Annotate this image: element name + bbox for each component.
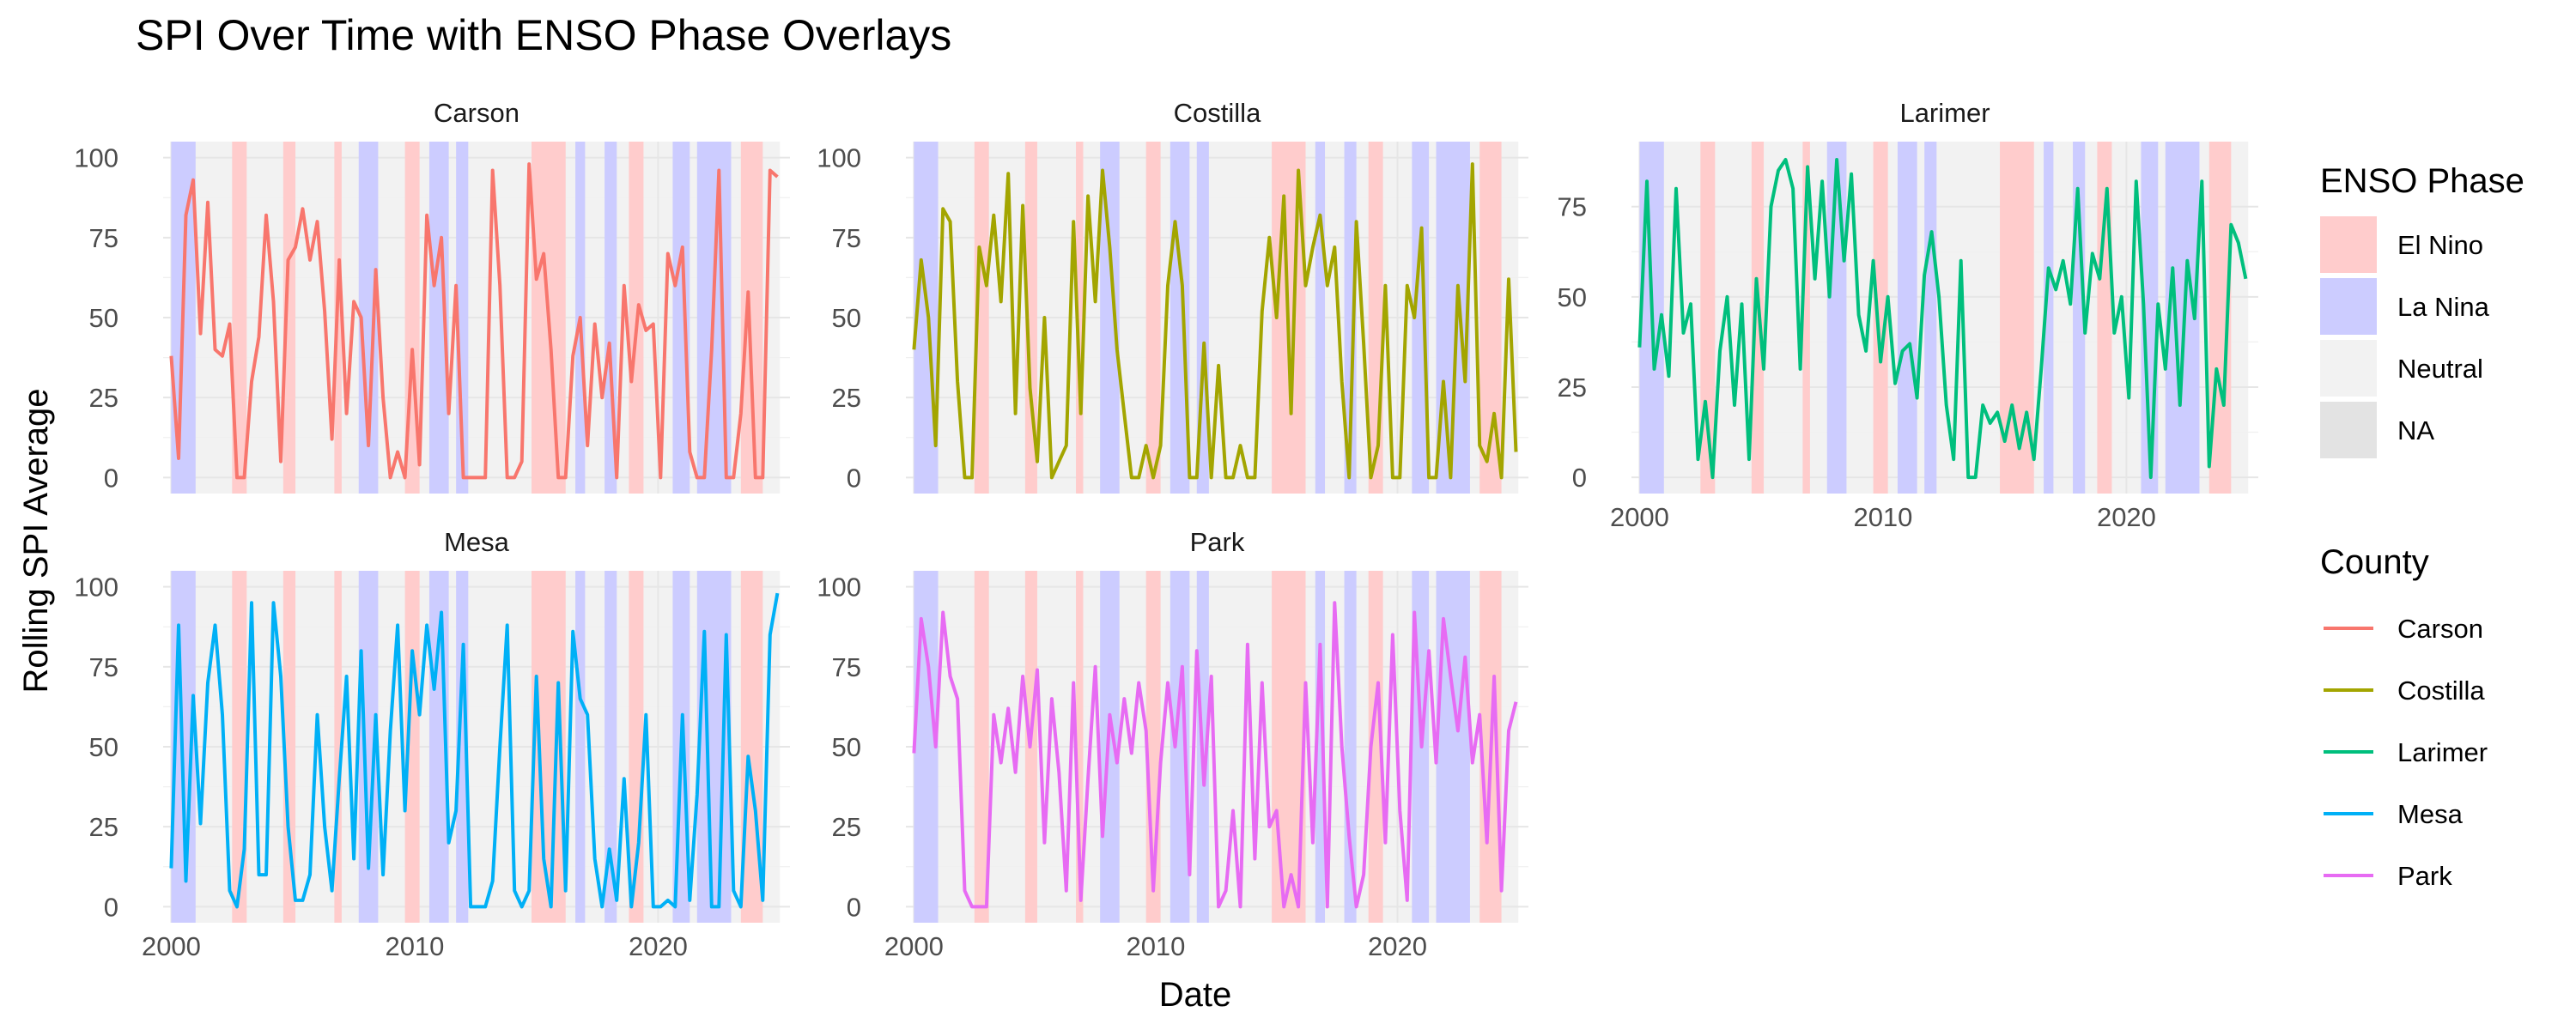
el-nino-band <box>2097 142 2111 494</box>
facet-label: Carson <box>434 98 519 128</box>
y-tick-label: 50 <box>89 303 118 333</box>
la-nina-band <box>1827 142 1847 494</box>
facet-label: Mesa <box>444 527 510 557</box>
la-nina-band <box>1437 571 1470 923</box>
county-legend-label: Costilla <box>2397 676 2485 706</box>
el-nino-band <box>1369 142 1383 494</box>
x-tick-label: 2000 <box>1610 502 1669 532</box>
la-nina-band <box>575 571 585 923</box>
y-tick-label: 100 <box>74 143 118 173</box>
county-legend-label: Larimer <box>2397 737 2488 767</box>
facet-panel-mesa: Mesa 0 25 50 75 100 2000 2010 2020 <box>74 527 790 961</box>
y-tick-label: 50 <box>1558 282 1587 312</box>
y-tick-label: 50 <box>832 303 861 333</box>
x-tick-label: 2020 <box>1368 931 1427 961</box>
facet-panel-park: Park 0 25 50 75 100 2000 2010 2020 <box>817 527 1528 961</box>
y-tick-label: 50 <box>832 732 861 762</box>
y-axis-title: Rolling SPI Average <box>17 388 55 693</box>
enso-legend-key <box>2320 216 2377 273</box>
y-tick-label: 0 <box>104 892 118 922</box>
y-tick-label: 0 <box>847 463 861 493</box>
enso-legend-key <box>2320 402 2377 458</box>
el-nino-band <box>1146 142 1161 494</box>
facet-label: Costilla <box>1174 98 1261 128</box>
facet-panels: Carson 0 25 50 75 100 Costilla 0 25 50 75 100 Larime… <box>74 98 2258 961</box>
la-nina-band <box>1345 571 1357 923</box>
y-tick-label: 25 <box>89 383 118 413</box>
x-tick-label: 2010 <box>1126 931 1185 961</box>
facet-panel-costilla: Costilla 0 25 50 75 100 <box>817 98 1528 494</box>
facet-panel-larimer: Larimer 0 25 50 75 2000 2010 2020 <box>1558 98 2258 532</box>
y-tick-label: 25 <box>89 812 118 842</box>
y-tick-label: 0 <box>104 463 118 493</box>
enso-legend-key <box>2320 278 2377 335</box>
la-nina-band <box>672 142 690 494</box>
y-tick-label: 0 <box>1572 463 1587 493</box>
county-legend-label: Park <box>2397 861 2452 891</box>
y-tick-label: 75 <box>89 652 118 682</box>
x-tick-label: 2020 <box>629 931 688 961</box>
facet-panel-carson: Carson 0 25 50 75 100 <box>74 98 790 494</box>
facet-label: Park <box>1190 527 1245 557</box>
la-nina-band <box>697 571 732 923</box>
y-tick-label: 75 <box>89 223 118 253</box>
chart-title: SPI Over Time with ENSO Phase Overlays <box>136 11 951 59</box>
facet-label: Larimer <box>1899 98 1990 128</box>
y-tick-label: 25 <box>832 383 861 413</box>
y-tick-label: 75 <box>832 652 861 682</box>
county-legend-label: Mesa <box>2397 799 2464 829</box>
enso-legend-label: NA <box>2397 415 2434 445</box>
enso-legend-title: ENSO Phase <box>2320 162 2524 200</box>
enso-legend-label: Neutral <box>2397 354 2483 384</box>
el-nino-band <box>741 142 763 494</box>
la-nina-band <box>1100 571 1120 923</box>
y-tick-label: 50 <box>89 732 118 762</box>
x-tick-label: 2010 <box>1853 502 1912 532</box>
la-nina-band <box>1315 142 1325 494</box>
enso-legend-label: La Nina <box>2397 292 2490 322</box>
la-nina-band <box>1924 142 1936 494</box>
la-nina-band <box>1898 142 1917 494</box>
x-axis-title: Date <box>1159 976 1232 1014</box>
y-tick-label: 75 <box>1558 192 1587 222</box>
x-tick-label: 2010 <box>385 931 444 961</box>
x-tick-label: 2020 <box>2097 502 2156 532</box>
la-nina-band <box>1100 142 1120 494</box>
enso-legend-key <box>2320 340 2377 397</box>
y-tick-label: 25 <box>832 812 861 842</box>
county-legend-title: County <box>2320 543 2429 581</box>
x-tick-label: 2000 <box>884 931 944 961</box>
county-legend-label: Carson <box>2397 614 2483 644</box>
y-tick-label: 0 <box>847 892 861 922</box>
y-tick-label: 100 <box>817 573 861 603</box>
y-tick-label: 100 <box>74 573 118 603</box>
y-tick-label: 75 <box>832 223 861 253</box>
el-nino-band <box>232 571 246 923</box>
x-tick-label: 2000 <box>142 931 201 961</box>
enso-legend-label: El Nino <box>2397 230 2483 260</box>
y-tick-label: 100 <box>817 143 861 173</box>
y-tick-label: 25 <box>1558 373 1587 403</box>
